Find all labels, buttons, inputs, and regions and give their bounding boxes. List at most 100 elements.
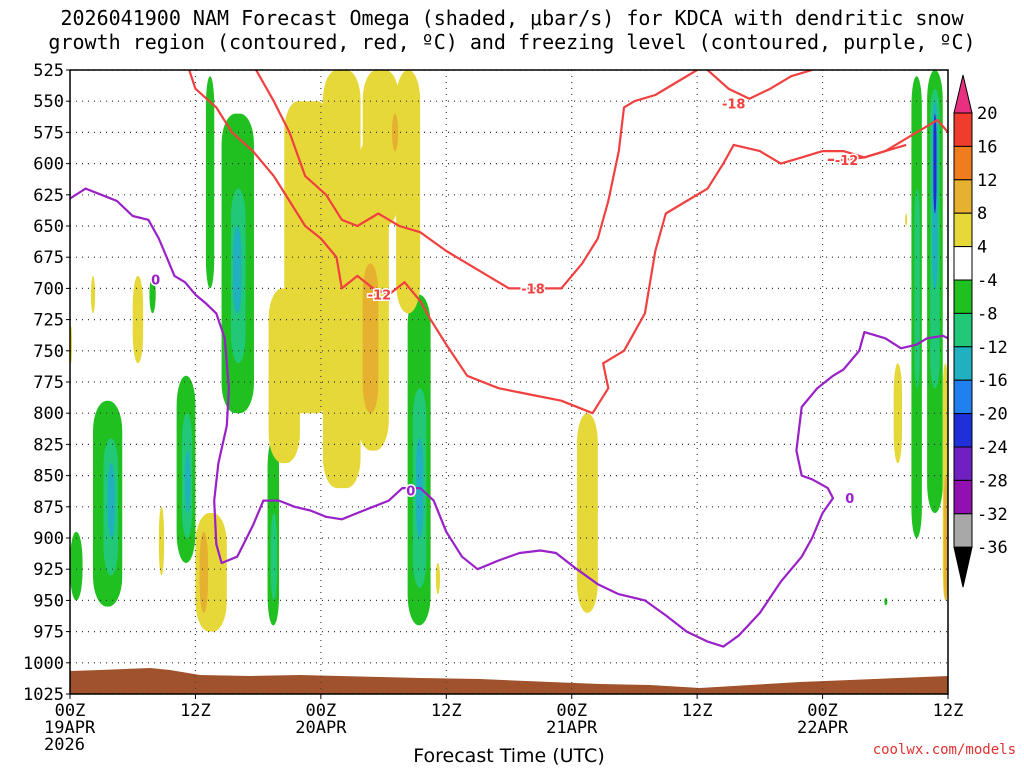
dgz-contour-line	[255, 70, 698, 290]
y-tick-label: 975	[33, 623, 64, 643]
y-tick-label: 850	[33, 467, 64, 487]
y-tick-label: 625	[33, 186, 64, 206]
y-tick-label: 750	[33, 342, 64, 362]
colorbar-top-arrow	[953, 74, 973, 114]
colorbar-label: -12	[977, 338, 1008, 358]
colorbar-label: 12	[977, 171, 997, 191]
colorbar-segment	[953, 413, 973, 448]
omega-blob	[396, 70, 421, 314]
y-tick-label: 825	[33, 435, 64, 455]
colorbar-label: 16	[977, 137, 997, 157]
dgz-contour-label: -12	[835, 154, 859, 169]
x-tick-label: 12Z	[180, 701, 211, 721]
freezing-level-label: 0	[406, 485, 415, 500]
colorbar-segment	[953, 112, 973, 147]
omega-blob	[90, 275, 96, 314]
omega-blob	[233, 226, 242, 314]
colorbar-label: -8	[977, 304, 997, 324]
y-tick-label: 875	[33, 498, 64, 518]
x-tick-label: 19APR	[44, 718, 96, 738]
chart-title: 2026041900 NAM Forecast Omega (shaded, μ…	[0, 6, 1024, 54]
colorbar-label: -28	[977, 471, 1008, 491]
colorbar-segment	[953, 312, 973, 348]
y-tick-label: 525	[33, 61, 64, 81]
omega-blob	[362, 70, 400, 226]
omega-blob	[132, 275, 144, 364]
omega-blob	[893, 363, 903, 464]
title-line-2: growth region (contoured, red, ºC) and f…	[48, 30, 976, 54]
y-tick-label: 775	[33, 373, 64, 393]
omega-blob	[362, 263, 379, 414]
colorbar-segment	[953, 513, 973, 548]
dgz-contour-line	[827, 143, 907, 161]
x-tick-label: 12Z	[933, 701, 964, 721]
colorbar-label: 4	[977, 238, 987, 258]
x-axis-label: Forecast Time (UTC)	[413, 745, 604, 767]
freezing-level-label: 0	[151, 274, 160, 289]
colorbar-label: 20	[977, 104, 997, 124]
y-tick-label: 550	[33, 92, 64, 112]
omega-blob	[158, 506, 165, 576]
colorbar-label: -24	[977, 438, 1008, 458]
dgz-contour-line	[188, 70, 948, 415]
omega-blob	[184, 450, 191, 514]
x-tick-label: 00Z	[556, 701, 587, 721]
omega-blob	[268, 288, 300, 464]
x-tick-label: 12Z	[682, 701, 713, 721]
dgz-contour-label: -12	[368, 289, 392, 304]
freezing-level-label: 0	[845, 492, 854, 507]
omega-blob	[149, 275, 156, 314]
omega-blob	[270, 513, 277, 601]
omega-blob	[884, 597, 888, 606]
colorbar-segment	[953, 246, 973, 281]
y-tick-label: 1025	[23, 685, 64, 705]
x-tick-label: 00Z	[305, 701, 336, 721]
omega-blob	[914, 188, 920, 389]
omega-blob	[70, 531, 83, 601]
colorbar-segment	[953, 446, 973, 481]
x-tick-label: 00Z	[55, 701, 86, 721]
omega-blob	[905, 213, 908, 226]
omega-blob	[199, 531, 208, 613]
colorbar-label: 8	[977, 204, 987, 224]
y-tick-label: 725	[33, 311, 64, 331]
colorbar-label: -4	[977, 271, 997, 291]
x-tick-label: 00Z	[807, 701, 838, 721]
colorbar-segment	[953, 179, 973, 214]
x-tick-label: 2026	[44, 735, 85, 755]
y-tick-label: 650	[33, 217, 64, 237]
y-tick-label: 800	[33, 404, 64, 424]
omega-blob	[205, 76, 215, 289]
colorbar-label: -16	[977, 371, 1008, 391]
colorbar-bottom-arrow	[953, 546, 973, 588]
credit-label: coolwx.com/models	[873, 742, 1016, 758]
dgz-contour-label: -18	[722, 98, 746, 113]
omega-blob	[107, 463, 115, 538]
omega-blob	[435, 562, 441, 595]
y-tick-label: 1000	[23, 654, 64, 674]
x-tick-label: 20APR	[295, 718, 347, 738]
x-tick-label: 22APR	[797, 718, 849, 738]
colorbar-segment	[953, 346, 973, 381]
y-tick-label: 950	[33, 591, 64, 611]
y-tick-label: 675	[33, 248, 64, 268]
dgz-contour-line	[706, 70, 813, 100]
x-tick-label: 21APR	[546, 718, 598, 738]
y-tick-label: 575	[33, 123, 64, 143]
title-line-1: 2026041900 NAM Forecast Omega (shaded, μ…	[60, 6, 964, 30]
ground-surface	[70, 668, 948, 694]
omega-blob	[576, 413, 598, 613]
colorbar-segment	[953, 279, 973, 314]
x-tick-label: 12Z	[431, 701, 462, 721]
colorbar-label: -36	[977, 538, 1008, 558]
omega-blob	[322, 70, 361, 489]
freezing-level-line	[70, 187, 948, 648]
colorbar-label: -32	[977, 505, 1008, 525]
y-tick-label: 900	[33, 529, 64, 549]
colorbar-segment	[953, 379, 973, 415]
dgz-contour-label: -18	[521, 282, 545, 297]
y-tick-label: 600	[33, 155, 64, 175]
colorbar-segment	[953, 212, 973, 248]
omega-blob	[391, 113, 399, 152]
